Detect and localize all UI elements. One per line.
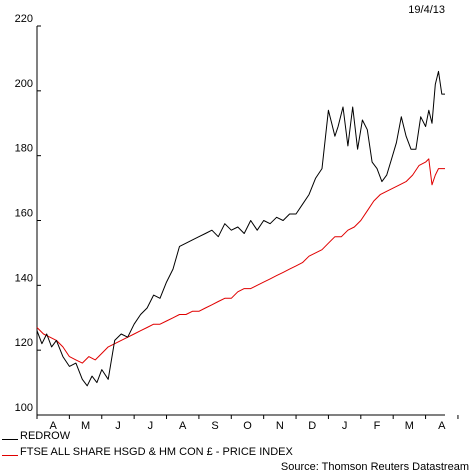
- y-tick-label: 220: [15, 13, 33, 25]
- x-tick-label: A: [179, 420, 187, 432]
- x-tick-label: J: [342, 420, 348, 432]
- legend-entry-ftse: FTSE ALL SHARE HSGD & HM CON £ - PRICE I…: [20, 446, 293, 458]
- x-tick-label: D: [308, 420, 316, 432]
- legend-entry-redrow: REDROW: [20, 430, 71, 442]
- x-tick-label: M: [81, 420, 90, 432]
- y-tick-label: 180: [15, 143, 33, 155]
- x-tick-label: S: [211, 420, 218, 432]
- x-tick-label: J: [115, 420, 121, 432]
- legend-swatch-redrow: [2, 439, 18, 440]
- x-tick-label: A: [50, 420, 58, 432]
- legend-swatch-ftse: [2, 455, 18, 456]
- y-tick-label: 100: [15, 402, 33, 414]
- series-line-redrow: [36, 70, 445, 387]
- x-tick-label: J: [148, 420, 154, 432]
- y-tick-label: 160: [15, 208, 33, 220]
- y-tick-label: 200: [15, 78, 33, 90]
- y-tick-label: 120: [15, 337, 33, 349]
- series-lines: [36, 70, 445, 387]
- y-axis-ticks: 100 120 140 160 180 200 220: [15, 13, 41, 416]
- x-tick-label: N: [276, 420, 284, 432]
- y-tick-label: 140: [15, 272, 33, 284]
- source-note: Source: Thomson Reuters Datastream: [280, 461, 469, 473]
- x-tick-label: M: [405, 420, 414, 432]
- series-line-ftse: [36, 158, 445, 364]
- x-tick-label: O: [243, 420, 252, 432]
- x-tick-label: F: [374, 420, 381, 432]
- date-label: 19/4/13: [408, 4, 445, 16]
- x-tick-label: A: [438, 420, 446, 432]
